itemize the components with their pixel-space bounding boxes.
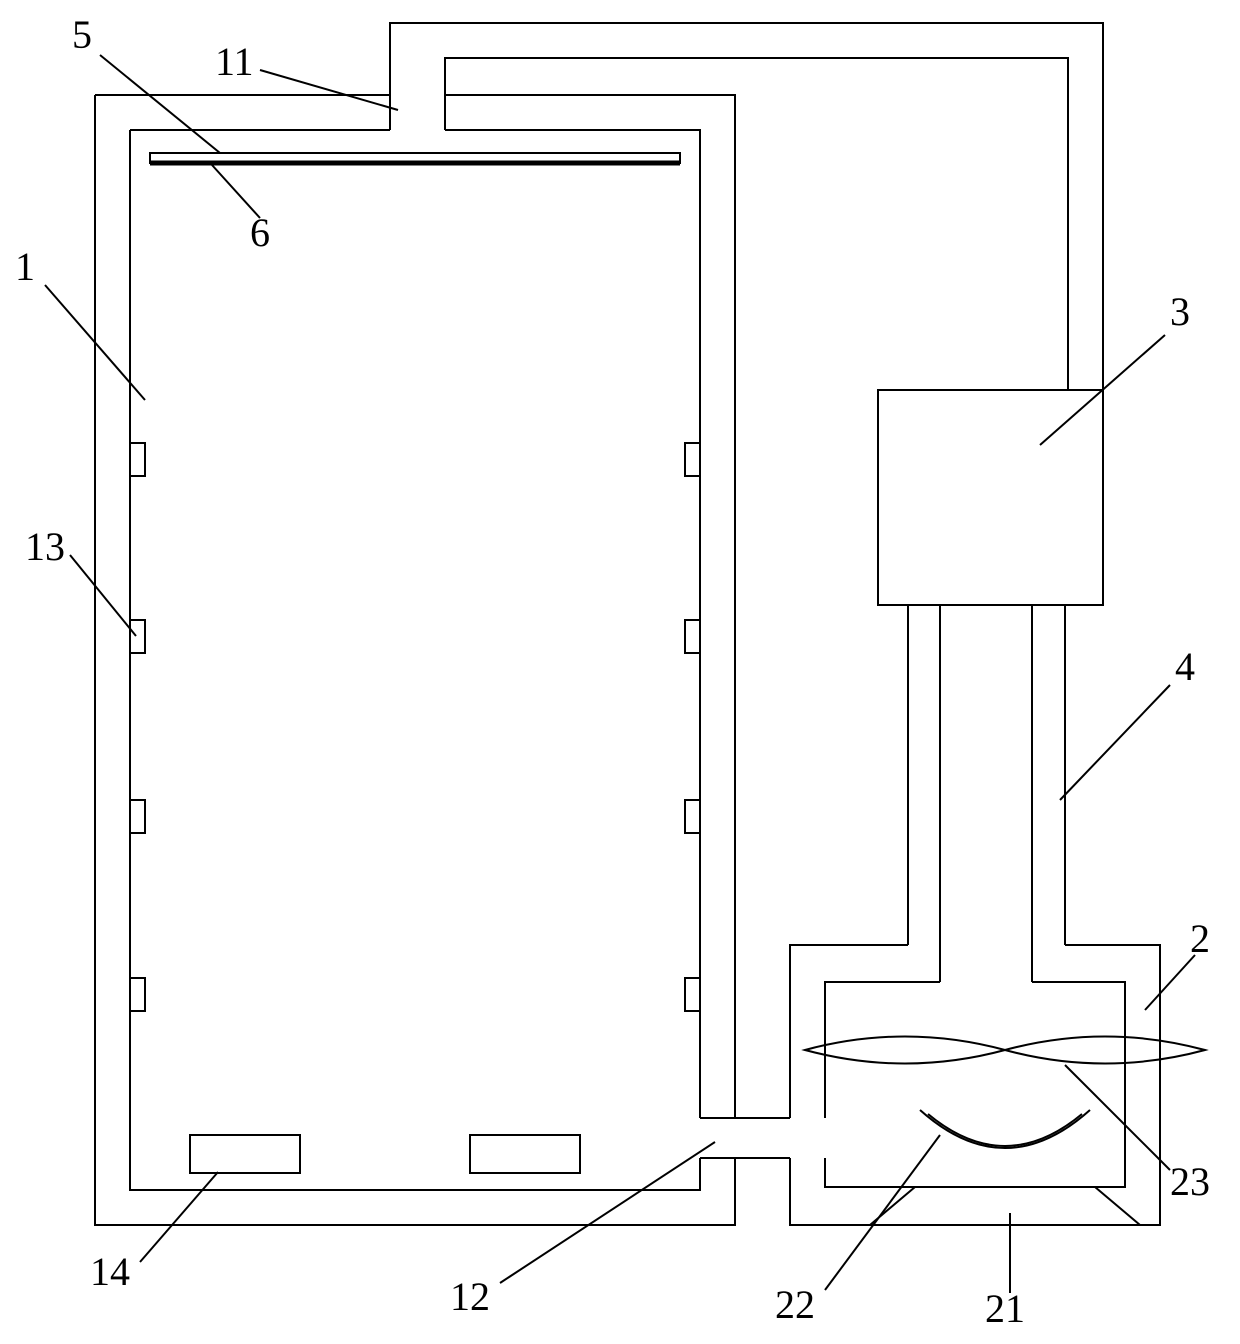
label-22: 22 xyxy=(775,1282,815,1327)
label-4: 4 xyxy=(1175,644,1195,689)
pipe-inner xyxy=(445,58,1068,390)
fanbox-outer xyxy=(790,945,1160,1225)
leader-2 xyxy=(1145,955,1195,1010)
label-2: 2 xyxy=(1190,916,1210,961)
bracket-right-1 xyxy=(685,620,700,653)
bracket-right-3 xyxy=(685,978,700,1011)
leader-11 xyxy=(260,70,398,110)
bottom-block-1 xyxy=(470,1135,580,1173)
label-3: 3 xyxy=(1170,289,1190,334)
bowl-inner xyxy=(928,1114,1082,1146)
cabinet-inner xyxy=(130,130,700,1190)
heater-box xyxy=(878,390,1103,605)
leader-5 xyxy=(100,55,220,153)
base-trapezoid xyxy=(870,1187,1140,1225)
label-11: 11 xyxy=(215,39,254,84)
pipe-outer xyxy=(390,23,1103,390)
bracket-left-1 xyxy=(130,620,145,653)
label-23: 23 xyxy=(1170,1159,1210,1204)
bowl-outer xyxy=(920,1110,1090,1148)
bracket-left-3 xyxy=(130,978,145,1011)
label-21: 21 xyxy=(985,1286,1025,1331)
bracket-left-0 xyxy=(130,443,145,476)
label-6: 6 xyxy=(250,210,270,255)
label-14: 14 xyxy=(90,1249,130,1294)
label-1: 1 xyxy=(15,244,35,289)
fan-blade-right xyxy=(1005,1037,1205,1064)
fanbox-inner xyxy=(825,982,1125,1187)
label-13: 13 xyxy=(25,524,65,569)
leader-12 xyxy=(500,1142,715,1283)
bracket-right-0 xyxy=(685,443,700,476)
leader-14 xyxy=(140,1172,218,1262)
leader-22 xyxy=(825,1135,940,1290)
leader-13 xyxy=(70,555,136,636)
label-5: 5 xyxy=(72,12,92,57)
bracket-left-2 xyxy=(130,800,145,833)
bottom-block-0 xyxy=(190,1135,300,1173)
fan-blade-left xyxy=(805,1037,1005,1064)
bracket-right-2 xyxy=(685,800,700,833)
leader-4 xyxy=(1060,685,1170,800)
label-12: 12 xyxy=(450,1274,490,1319)
cabinet-outer xyxy=(95,95,735,1225)
